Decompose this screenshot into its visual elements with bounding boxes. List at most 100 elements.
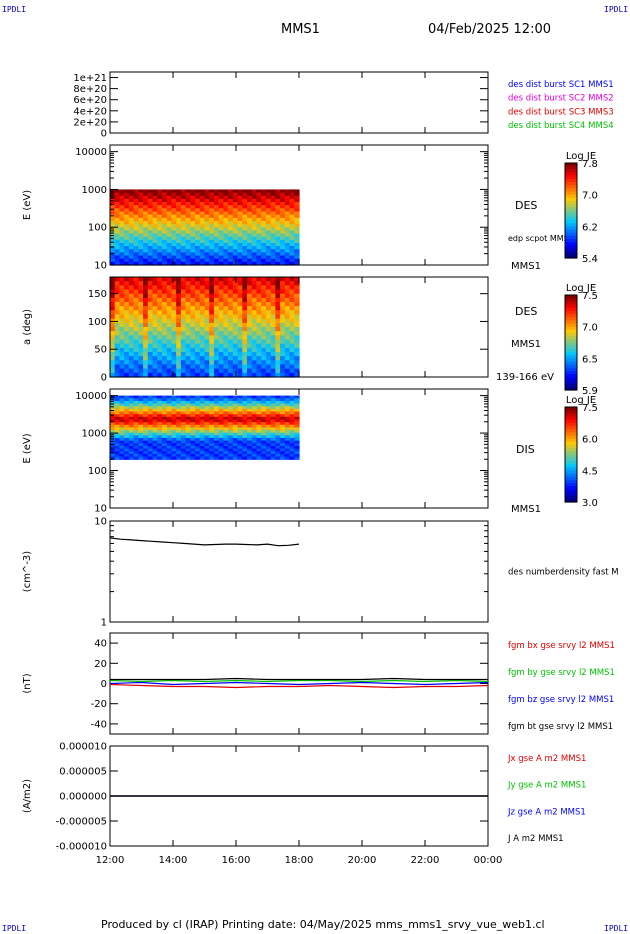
heatmap-cell <box>247 281 253 286</box>
heatmap-cell <box>242 427 248 431</box>
heatmap-cell <box>289 214 295 219</box>
heatmap-cell <box>133 318 139 324</box>
heatmap-cell <box>180 427 187 431</box>
colorbar-segment <box>565 358 577 363</box>
heatmap-cell <box>237 419 243 423</box>
heatmap-cell <box>199 360 206 366</box>
legend-entry: fgm bx gse srvy l2 MMS1 <box>508 641 615 651</box>
heatmap-cell <box>213 255 220 260</box>
heatmap-cell <box>237 395 243 399</box>
colorbar-segment <box>565 422 577 427</box>
heatmap-cell <box>128 327 135 332</box>
heatmap-cell <box>270 208 276 213</box>
heatmap-cell <box>261 306 267 311</box>
heatmap-cell <box>218 224 224 228</box>
heatmap-cell <box>261 339 267 345</box>
heatmap-cell <box>180 364 187 370</box>
heatmap-cell <box>251 435 258 439</box>
heatmap-cell <box>143 249 149 254</box>
heatmap-cell <box>265 451 272 455</box>
heatmap-cell <box>152 347 158 353</box>
heatmap-cell <box>204 318 210 324</box>
heatmap-cell <box>143 261 149 266</box>
colorbar-segment <box>565 314 577 318</box>
heatmap-cell <box>242 435 248 439</box>
heatmap-cell <box>119 220 125 225</box>
heatmap-cell <box>161 195 168 200</box>
heatmap-cell <box>209 258 215 263</box>
heatmap-cell <box>237 255 243 260</box>
heatmap-cell <box>289 327 295 332</box>
heatmap-cell <box>147 192 154 197</box>
heatmap-cell <box>218 339 224 345</box>
heatmap-cell <box>275 214 281 219</box>
heatmap-cell <box>176 242 182 247</box>
heatmap-cell <box>251 422 258 426</box>
heatmap-cell <box>256 220 262 225</box>
heatmap-cell <box>176 252 182 257</box>
heatmap-cell <box>270 255 276 260</box>
heatmap-cell <box>143 205 149 209</box>
heatmap-cell <box>180 236 187 241</box>
heatmap-cell <box>171 445 177 450</box>
heatmap-cell <box>157 236 163 241</box>
heatmap-cell <box>213 352 220 357</box>
heatmap-cell <box>176 249 182 254</box>
heatmap-cell <box>185 239 191 244</box>
heatmap-cell <box>209 249 215 254</box>
heatmap-cell <box>124 445 130 450</box>
heatmap-cell <box>176 281 182 286</box>
heatmap-cell <box>218 438 224 442</box>
heatmap-cell <box>242 302 248 307</box>
heatmap-cell <box>124 314 130 320</box>
heatmap-cell <box>223 331 229 336</box>
heatmap-cell <box>128 414 135 418</box>
heatmap-cell <box>242 422 248 426</box>
heatmap-cell <box>128 236 135 241</box>
heatmap-cell <box>114 424 121 429</box>
heatmap-cell <box>114 289 121 295</box>
heatmap-cell <box>256 403 262 407</box>
heatmap-cell <box>275 432 281 436</box>
heatmap-cell <box>138 360 144 366</box>
heatmap-cell <box>166 246 173 250</box>
heatmap-cell <box>138 364 144 370</box>
heatmap-cell <box>213 261 220 266</box>
heatmap-cell <box>176 364 182 370</box>
heatmap-cell <box>157 347 163 353</box>
heatmap-cell <box>209 289 215 295</box>
heatmap-cell <box>157 403 163 407</box>
heatmap-cell <box>204 411 210 415</box>
heatmap-cell <box>180 239 187 244</box>
heatmap-cell <box>247 448 253 452</box>
heatmap-cell <box>223 419 229 423</box>
heatmap-cell <box>218 453 224 458</box>
heatmap-cell <box>204 347 210 353</box>
heatmap-cell <box>147 398 154 402</box>
heatmap-cell <box>110 242 116 247</box>
heatmap-cell <box>289 208 295 213</box>
heatmap-cell <box>143 189 149 194</box>
heatmap-cell <box>157 261 163 266</box>
heatmap-cell <box>133 227 139 231</box>
heatmap-cell <box>195 453 201 458</box>
heatmap-cell <box>242 230 248 235</box>
heatmap-cell <box>119 403 125 407</box>
heatmap-cell <box>114 233 121 238</box>
heatmap-cell <box>228 335 234 341</box>
heatmap-cell <box>114 372 121 378</box>
heatmap-cell <box>223 233 229 238</box>
heatmap-cell <box>143 424 149 429</box>
colorbar-segment <box>565 172 577 177</box>
heatmap-cell <box>209 408 215 413</box>
heatmap-cell <box>128 400 135 405</box>
heatmap-cell <box>114 395 121 399</box>
heatmap-cell <box>152 195 158 200</box>
legend-entry: des dist burst SC1 MMS1 <box>508 80 614 90</box>
heatmap-cell <box>265 408 272 413</box>
heatmap-cell <box>232 411 239 415</box>
heatmap-cell <box>228 356 234 361</box>
heatmap-cell <box>114 453 121 458</box>
heatmap-cell <box>237 297 243 303</box>
heatmap-cell <box>289 438 295 442</box>
